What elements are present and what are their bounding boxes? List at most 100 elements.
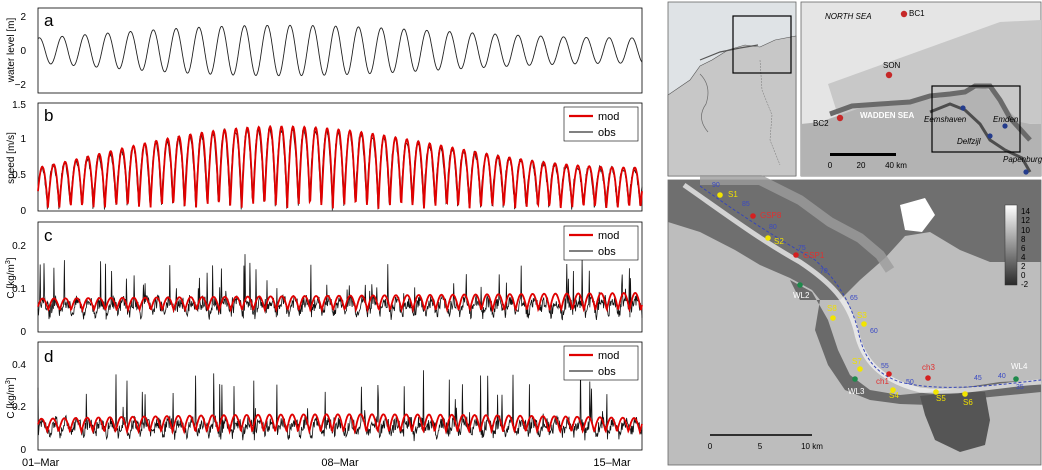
station-wl2-label: WL2 bbox=[793, 291, 810, 300]
scalebar-tick: 10 km bbox=[801, 442, 823, 451]
legend-obs-label: obs bbox=[598, 127, 616, 139]
km-mark: 90 bbox=[712, 182, 720, 189]
north-sea-label: NORTH SEA bbox=[825, 12, 872, 21]
station-wl2-point bbox=[797, 282, 803, 288]
son-label: SON bbox=[883, 61, 901, 70]
panel-b-ytick: 1 bbox=[20, 134, 26, 145]
station-s2-point bbox=[765, 235, 771, 241]
son-point bbox=[885, 71, 893, 79]
delfzijl-point bbox=[987, 133, 993, 139]
station-wl3-label: WL3 bbox=[848, 387, 865, 396]
panel-d-ytick: 0.4 bbox=[12, 360, 26, 371]
station-ch3-point bbox=[925, 375, 931, 381]
panel-a-letter: a bbox=[44, 11, 54, 30]
netherlands-inset-map bbox=[667, 1, 797, 177]
station-s6-label: S6 bbox=[963, 398, 973, 407]
shoal bbox=[700, 175, 895, 273]
delfzijl-label: Delfzijl bbox=[957, 137, 981, 146]
panel-c-ytick: 0.2 bbox=[12, 241, 26, 252]
land-mass bbox=[667, 35, 797, 177]
scalebar-tick: 5 bbox=[758, 442, 763, 451]
scalebar-tick: 20 bbox=[857, 161, 866, 170]
border-line bbox=[759, 59, 781, 166]
panel-d-ylabel: C [kg/m3] bbox=[5, 377, 17, 418]
legend-mod-label: mod bbox=[598, 230, 619, 242]
station-s4-label: S4 bbox=[889, 391, 899, 400]
colorbar-tick: 0 bbox=[1021, 271, 1026, 280]
panel-c-letter: c bbox=[44, 226, 53, 245]
water-level-line bbox=[37, 24, 643, 77]
speed-mod-line bbox=[37, 125, 643, 209]
panel-a-ytick: 2 bbox=[20, 12, 26, 23]
station-s4-point bbox=[890, 387, 896, 393]
station-s1-point bbox=[717, 192, 723, 198]
yellow-stations: S1 S2 S3 S4 S5 S6 S7 S8 bbox=[717, 190, 973, 407]
wadden-sea-label: WADDEN SEA bbox=[860, 111, 914, 120]
panel-b: b 1.5 1 0.5 0 speed [m/s] mod obs bbox=[6, 100, 643, 217]
bc1-label: BC1 bbox=[909, 9, 925, 18]
legend-box bbox=[563, 106, 639, 142]
panel-a-frame bbox=[37, 7, 643, 94]
station-ch3-label: ch3 bbox=[922, 363, 935, 372]
colorbar-tick: 14 bbox=[1021, 207, 1030, 216]
station-gsp1-label: GSP1 bbox=[803, 251, 825, 260]
red-stations: GSP8 GSP1 ch3 ch1 bbox=[750, 211, 935, 386]
station-wl4-label: WL4 bbox=[1011, 362, 1028, 371]
station-s8-point bbox=[830, 315, 836, 321]
station-wl3-point bbox=[852, 376, 858, 382]
km-mark: 80 bbox=[769, 224, 777, 231]
panel-b-ytick: 0 bbox=[20, 206, 26, 217]
station-s7-point bbox=[857, 366, 863, 372]
water-level-stations: WL2 WL3 WL4 bbox=[793, 282, 1028, 396]
timeseries-panels: a 2 0 −2 water level [m] b 1.5 1 0.5 0 s… bbox=[5, 7, 643, 469]
legend-obs-label: obs bbox=[598, 246, 616, 258]
panel-d-ytick: 0 bbox=[20, 445, 26, 456]
bc1-point bbox=[900, 10, 908, 18]
km-mark: 45 bbox=[974, 375, 982, 382]
km-axis-line bbox=[699, 185, 1042, 388]
ems-overview-map: NORTH SEA WADDEN SEA BC1 SON BC2 Eemshav… bbox=[800, 1, 1042, 177]
colorbar-ramp bbox=[1004, 204, 1018, 286]
study-area-box bbox=[732, 15, 792, 74]
ems-detail-map: S1 S2 S3 S4 S5 S6 S7 S8 GSP8 GSP1 ch3 ch… bbox=[667, 175, 1042, 466]
panel-c: c 0.2 0.1 0 C [kg/m3] mod obs bbox=[5, 221, 643, 338]
scalebar-tick: 0 bbox=[828, 161, 833, 170]
km-mark: 60 bbox=[870, 328, 878, 335]
panel-c-legend: mod obs bbox=[563, 225, 639, 261]
conc-d-mod-line bbox=[37, 413, 643, 436]
panel-b-ylabel: speed [m/s] bbox=[6, 132, 17, 184]
station-s3-label: S3 bbox=[857, 311, 867, 320]
eemshaven-point bbox=[960, 105, 966, 111]
station-wl4-point bbox=[1013, 376, 1019, 382]
scalebar-tick: 0 bbox=[708, 442, 713, 451]
km-mark: 75 bbox=[798, 245, 806, 252]
station-ch1-point bbox=[886, 371, 892, 377]
emden-point bbox=[1002, 123, 1008, 129]
papenburg-point bbox=[1023, 169, 1029, 175]
papenburg-label: Papenburg bbox=[1003, 155, 1042, 164]
station-gsp1-point bbox=[793, 252, 799, 258]
station-s3-point bbox=[861, 321, 867, 327]
panel-d-ytick: 0.2 bbox=[12, 402, 26, 413]
panel-a-ylabel: water level [m] bbox=[6, 18, 17, 84]
panel-d-letter: d bbox=[44, 347, 53, 366]
station-s8-label: S8 bbox=[827, 304, 837, 313]
colorbar-tick: 12 bbox=[1021, 216, 1030, 225]
station-gsp8-label: GSP8 bbox=[760, 211, 782, 220]
station-s2-label: S2 bbox=[774, 237, 784, 246]
depth-colorbar: 14 12 10 8 6 4 2 0 -2 bbox=[1004, 204, 1030, 289]
station-s6-point bbox=[962, 391, 968, 397]
legend-obs-label: obs bbox=[598, 366, 616, 378]
km-mark: 50 bbox=[906, 379, 914, 386]
legend-box bbox=[563, 345, 639, 381]
x-tick-label: 01–Mar bbox=[22, 457, 60, 469]
panel-d: d 0.4 0.2 0 C [kg/m3] mod obs bbox=[5, 341, 643, 456]
colorbar-tick: 8 bbox=[1021, 235, 1026, 244]
panel-b-ytick: 1.5 bbox=[12, 100, 26, 111]
river-channel bbox=[790, 280, 1041, 405]
panel-b-ytick: 0.5 bbox=[12, 170, 26, 181]
panel-b-letter: b bbox=[44, 106, 53, 125]
panel-c-frame bbox=[37, 221, 643, 333]
bc2-point bbox=[836, 114, 844, 122]
